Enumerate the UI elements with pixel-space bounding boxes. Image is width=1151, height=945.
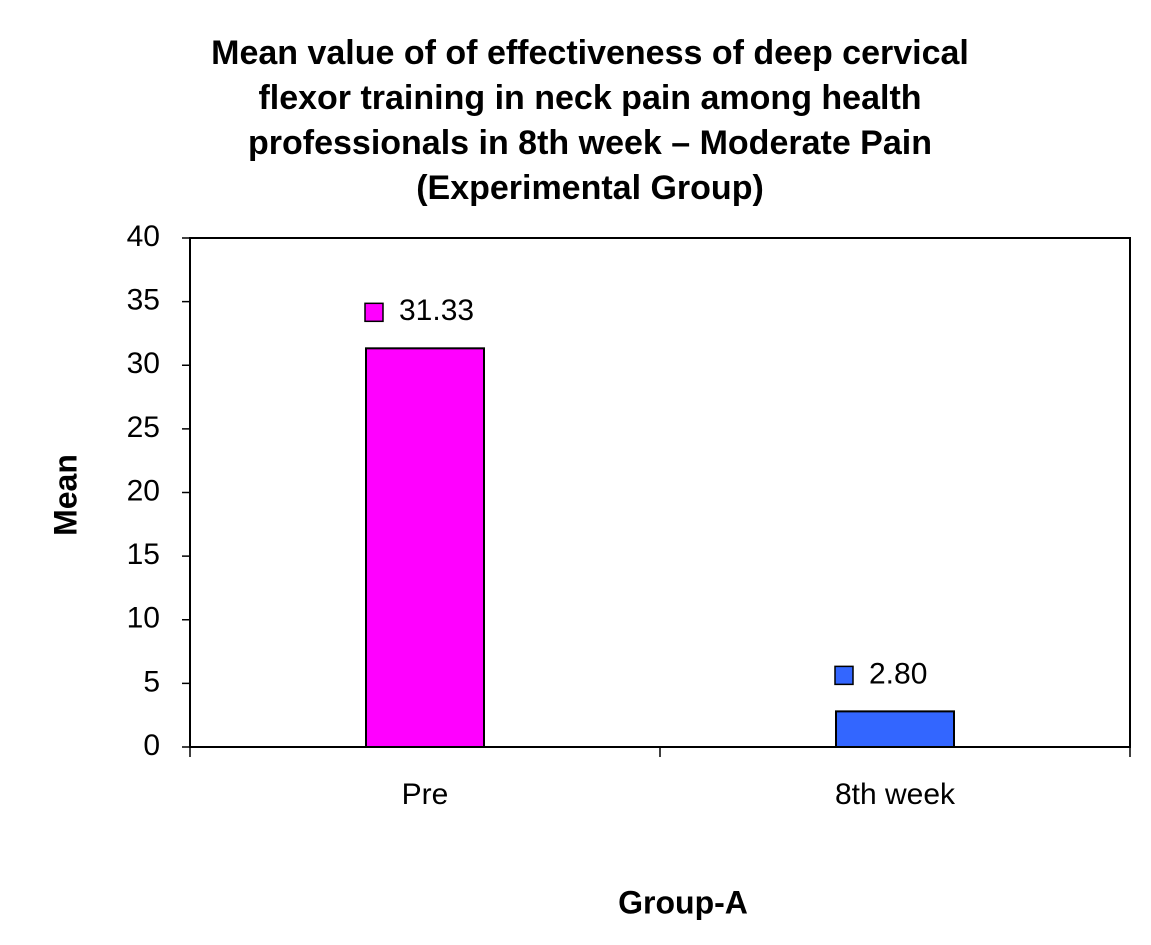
y-tick-label: 40 [127, 220, 160, 253]
data-label: 2.80 [869, 657, 927, 690]
y-tick-label: 5 [143, 665, 160, 698]
data-label: 31.33 [399, 294, 474, 327]
label-key [834, 665, 854, 686]
chart-title: flexor training in neck pain among healt… [258, 79, 921, 117]
y-axis-label: Mean [47, 454, 83, 536]
chart-title: Mean value of of effectiveness of deep c… [211, 34, 969, 72]
y-tick-label: 25 [127, 411, 160, 444]
plot-area [189, 237, 1131, 748]
y-tick-label: 20 [127, 474, 160, 507]
bar [835, 710, 955, 748]
bar [365, 347, 485, 748]
y-tick-label: 30 [127, 347, 160, 380]
y-tick-label: 0 [143, 729, 160, 762]
x-tick-label: 8th week [835, 778, 956, 811]
y-tick-label: 10 [127, 602, 160, 635]
y-tick-label: 35 [127, 284, 160, 317]
chart-title: professionals in 8th week – Moderate Pai… [248, 124, 932, 162]
x-tick-label: Pre [402, 778, 449, 811]
chart-title: (Experimental Group) [416, 169, 764, 207]
label-key [364, 302, 384, 323]
y-tick-label: 15 [127, 538, 160, 571]
x-axis-label: Group-A [618, 884, 748, 920]
